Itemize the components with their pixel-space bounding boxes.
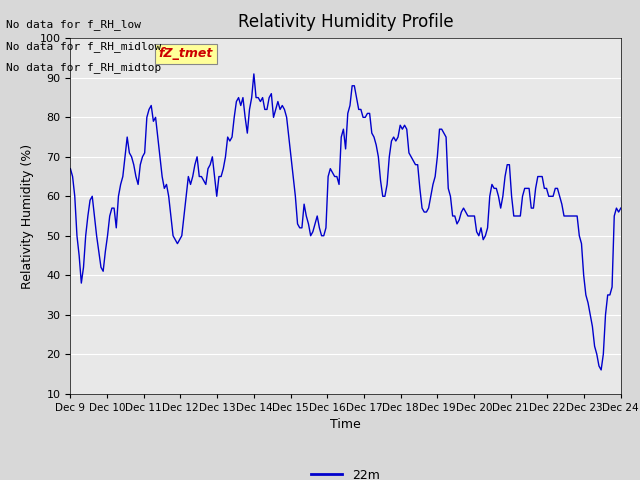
Text: No data for f_RH_midtop: No data for f_RH_midtop	[6, 62, 162, 73]
Title: Relativity Humidity Profile: Relativity Humidity Profile	[238, 13, 453, 31]
Y-axis label: Relativity Humidity (%): Relativity Humidity (%)	[21, 144, 34, 288]
Legend: 22m: 22m	[306, 464, 385, 480]
Text: No data for f_RH_low: No data for f_RH_low	[6, 19, 141, 30]
Text: No data for f_RH_midlow: No data for f_RH_midlow	[6, 41, 162, 52]
X-axis label: Time: Time	[330, 418, 361, 431]
Text: fZ_tmet: fZ_tmet	[159, 47, 213, 60]
